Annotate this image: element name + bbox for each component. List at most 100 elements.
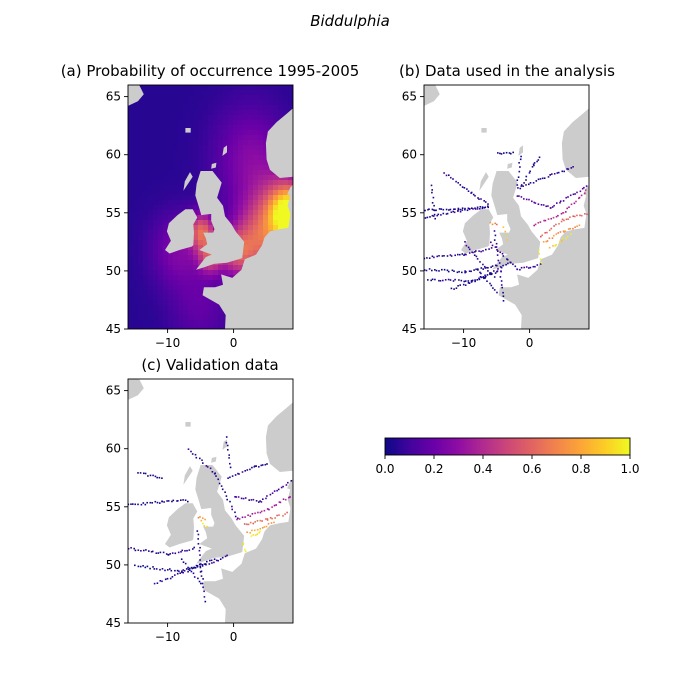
heat-cell (163, 240, 168, 245)
heat-cell (178, 140, 183, 145)
heat-cell (208, 135, 213, 140)
heat-cell (138, 155, 143, 160)
observation-point (492, 265, 494, 267)
heat-cell (248, 195, 253, 200)
heat-cell (223, 195, 228, 200)
heat-cell (193, 155, 198, 160)
heat-cell (133, 265, 138, 270)
heat-cell (283, 195, 288, 200)
heat-cell (158, 305, 163, 310)
heat-cell (228, 125, 233, 130)
heat-cell (133, 205, 138, 210)
heat-cell (198, 280, 203, 285)
observation-point (492, 245, 494, 247)
heat-cell (138, 160, 143, 165)
heat-cell (198, 285, 203, 290)
observation-point (246, 531, 248, 533)
observation-point (457, 285, 459, 287)
observation-point (489, 283, 491, 285)
heat-cell (233, 105, 238, 110)
heat-cell (268, 95, 273, 100)
heat-cell (128, 255, 133, 260)
heat-cell (148, 235, 153, 240)
observation-point (173, 500, 175, 502)
heat-cell (263, 190, 268, 195)
observation-point (557, 172, 559, 174)
observation-point (540, 258, 542, 260)
heat-cell (188, 260, 193, 265)
observation-point (548, 218, 550, 220)
observation-point (268, 523, 270, 525)
heat-cell (203, 270, 208, 275)
observation-point (204, 519, 206, 521)
heat-cell (128, 195, 133, 200)
observation-point (244, 523, 246, 525)
heat-cell (233, 260, 238, 265)
heat-cell (198, 230, 203, 235)
heat-cell (138, 280, 143, 285)
heat-cell (163, 120, 168, 125)
heat-cell (143, 310, 148, 315)
observation-point (448, 174, 450, 176)
heat-cell (158, 95, 163, 100)
heat-cell (203, 145, 208, 150)
observation-point (496, 224, 498, 226)
observation-point (471, 192, 473, 194)
observation-point (486, 267, 488, 269)
heat-cell (143, 200, 148, 205)
heat-cell (248, 230, 253, 235)
heat-cell (168, 135, 173, 140)
heat-cell (203, 310, 208, 315)
observation-point (546, 232, 548, 234)
heat-cell (138, 325, 143, 330)
heat-cell (228, 90, 233, 95)
observation-point (228, 454, 230, 456)
observation-point (430, 280, 432, 282)
observation-point (473, 269, 475, 271)
heat-cell (143, 180, 148, 185)
observation-point (574, 216, 576, 218)
heat-cell (168, 325, 173, 330)
observation-point (194, 576, 196, 578)
heat-cell (128, 145, 133, 150)
heat-cell (193, 310, 198, 315)
observation-point (485, 249, 487, 251)
heat-cell (158, 320, 163, 325)
observation-point (583, 187, 585, 189)
observation-point (563, 200, 565, 202)
observation-point (548, 176, 550, 178)
observation-point (537, 264, 539, 266)
observation-point (256, 500, 258, 502)
heat-cell (153, 295, 158, 300)
observation-point (482, 208, 484, 210)
observation-point (517, 195, 519, 197)
heat-cell (133, 160, 138, 165)
heat-cell (168, 150, 173, 155)
heat-cell (208, 225, 213, 230)
heat-cell (148, 240, 153, 245)
heat-cell (203, 315, 208, 320)
heat-cell (258, 120, 263, 125)
heat-cell (128, 210, 133, 215)
heat-cell (153, 135, 158, 140)
observation-point (443, 172, 445, 174)
heat-cell (203, 135, 208, 140)
heat-cell (153, 250, 158, 255)
heat-cell (133, 185, 138, 190)
observation-point (189, 569, 191, 571)
heat-cell (268, 190, 273, 195)
heat-cell (258, 125, 263, 130)
heat-cell (128, 200, 133, 205)
observation-point (272, 492, 274, 494)
observation-point (460, 209, 462, 211)
observation-point (161, 581, 163, 583)
heat-cell (183, 155, 188, 160)
observation-point (199, 516, 201, 518)
heat-cell (178, 175, 183, 180)
heat-cell (168, 255, 173, 260)
observation-point (159, 502, 161, 504)
heat-cell (183, 100, 188, 105)
observation-point (544, 232, 546, 234)
heat-cell (143, 290, 148, 295)
observation-point (569, 216, 571, 218)
